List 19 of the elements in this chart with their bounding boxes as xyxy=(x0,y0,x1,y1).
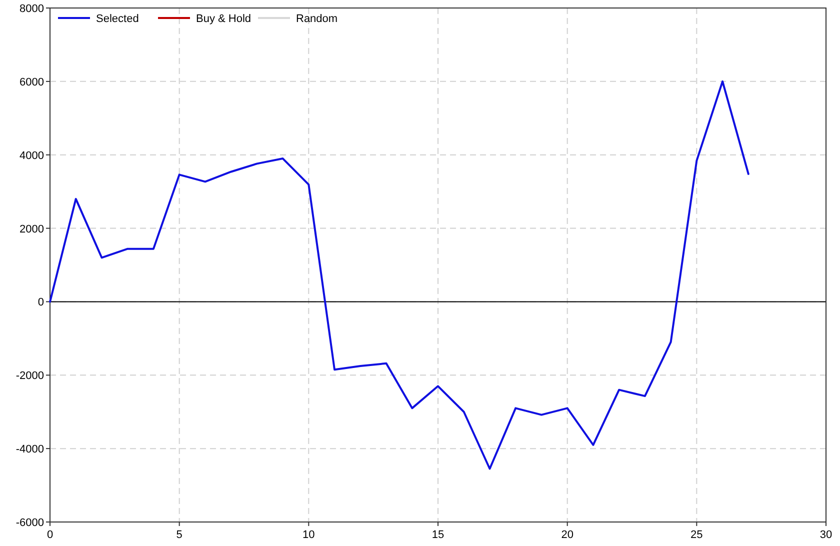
y-tick-label: -2000 xyxy=(16,370,44,382)
y-tick-label: -4000 xyxy=(16,444,44,456)
y-tick-label: 2000 xyxy=(20,223,44,236)
legend-label: Buy & Hold xyxy=(196,13,252,25)
y-tick-label: 6000 xyxy=(20,76,44,88)
x-tick-label: 25 xyxy=(690,529,703,541)
y-tick-label: 8000 xyxy=(20,3,44,15)
legend-label: Selected xyxy=(96,13,139,25)
x-tick-label: 0 xyxy=(46,529,54,541)
line-series xyxy=(49,80,750,470)
x-tick-label: 15 xyxy=(432,529,444,541)
x-tick-label: 10 xyxy=(302,529,315,541)
x-tick-label: 30 xyxy=(820,529,832,541)
legend-label: Random xyxy=(296,13,338,25)
y-tick-label: 4000 xyxy=(20,150,44,162)
x-tick-label: 5 xyxy=(176,529,182,541)
y-tick-label: 0 xyxy=(38,296,44,309)
x-tick-label: 20 xyxy=(561,529,574,541)
y-tick-label: -6000 xyxy=(16,517,44,529)
